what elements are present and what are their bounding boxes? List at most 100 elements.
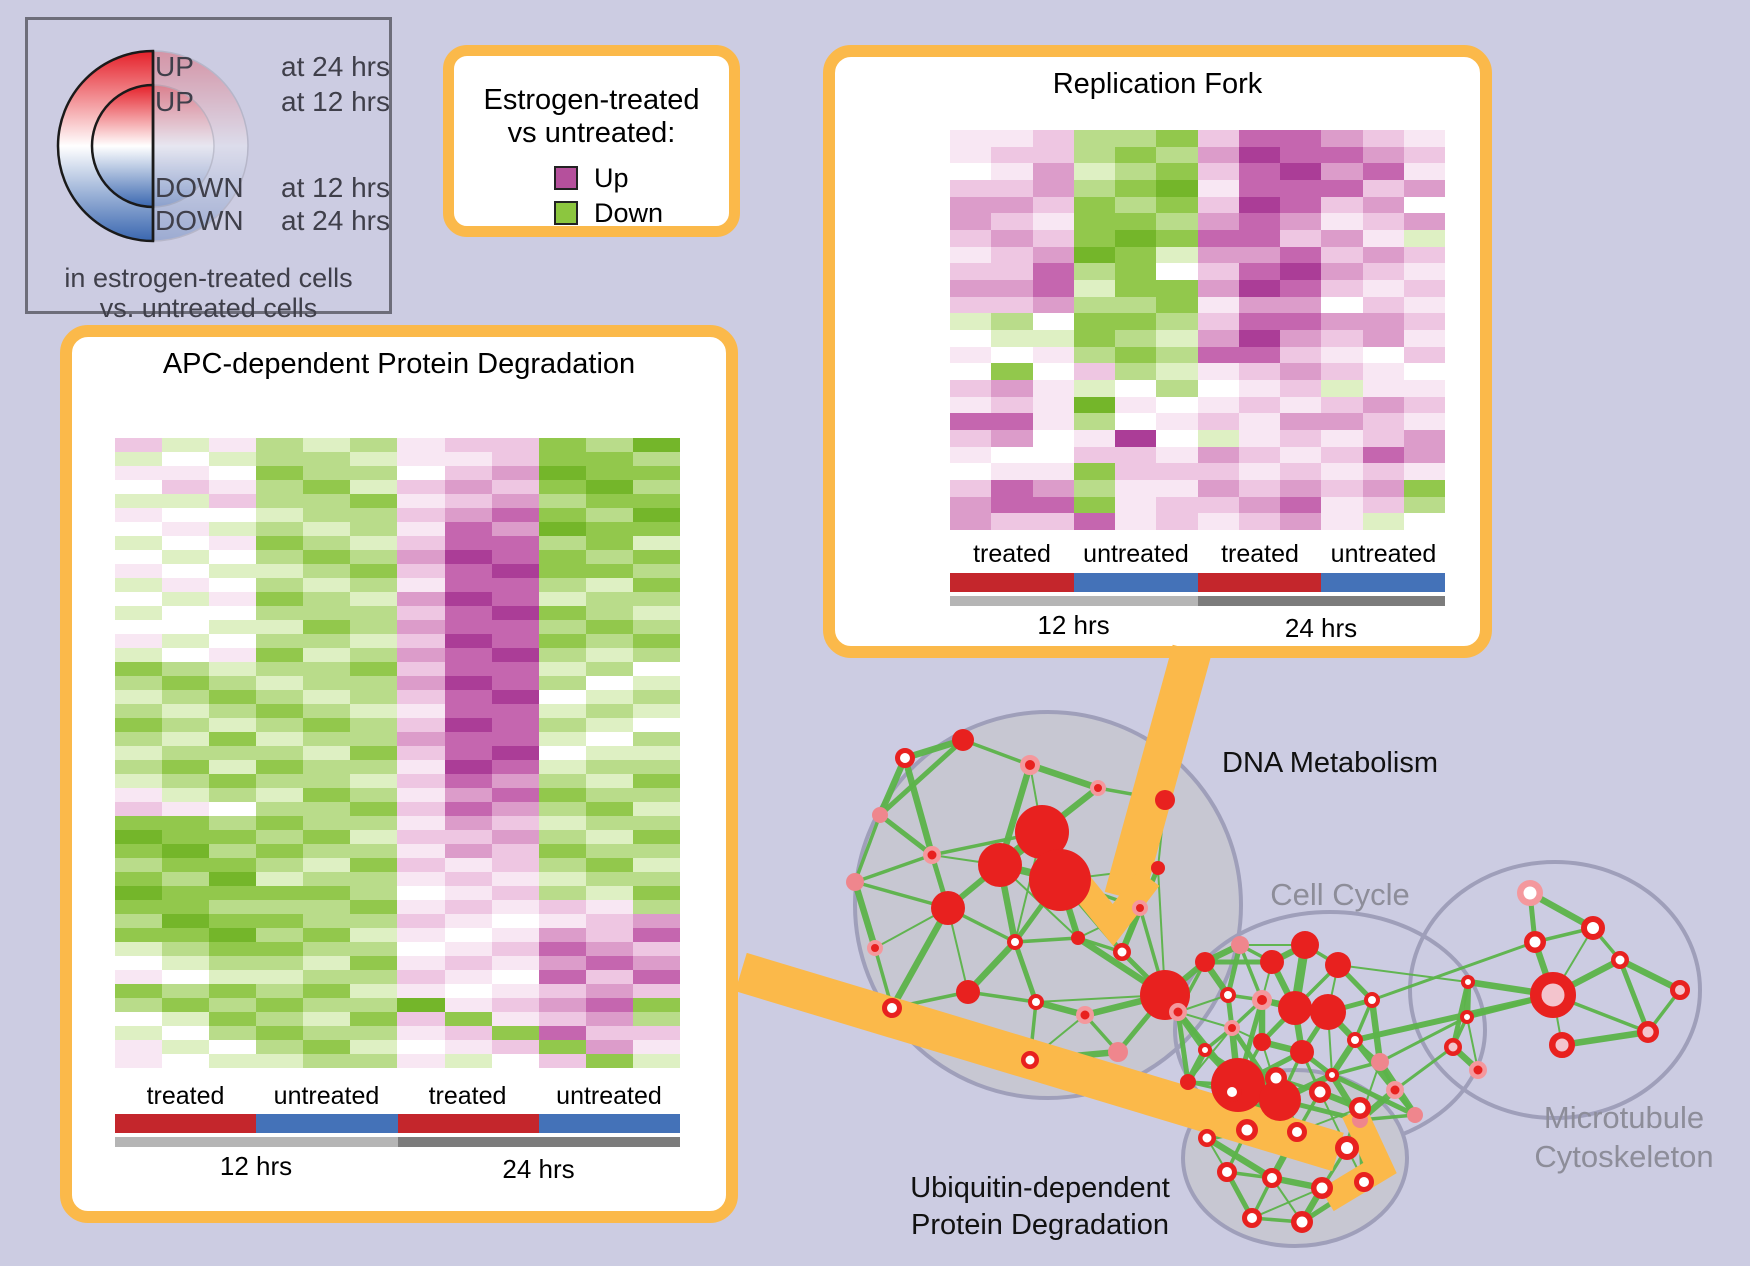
heatmap-cell xyxy=(1032,279,1074,297)
heatmap-cell xyxy=(1156,196,1198,214)
heatmap-cell xyxy=(491,578,539,592)
heatmap-cell xyxy=(1032,379,1074,397)
heatmap-cell xyxy=(1362,296,1404,314)
heatmap-cell xyxy=(115,1054,163,1068)
heatmap-cell xyxy=(1032,396,1074,414)
cluster-label-microtubule: Microtubule Cytoskeleton xyxy=(1489,1098,1750,1176)
heatmap-cell xyxy=(1280,379,1322,397)
heatmap-cell xyxy=(350,536,398,550)
heatmap-cell xyxy=(1156,130,1198,147)
heatmap-cell xyxy=(1032,346,1074,364)
heatmap-cell xyxy=(350,508,398,522)
heatmap-cell xyxy=(303,676,351,690)
heatmap-cell xyxy=(303,466,351,480)
heatmap-cell xyxy=(444,1040,492,1054)
heatmap-cell xyxy=(350,732,398,746)
heatmap-cell xyxy=(1321,463,1363,480)
heatmap-cell xyxy=(1321,396,1363,414)
heatmap-cell xyxy=(162,578,210,592)
heatmap-cell xyxy=(491,494,539,508)
heatmap-cell xyxy=(1321,179,1363,197)
heatmap-cell xyxy=(1115,346,1157,364)
heatmap-cell xyxy=(1156,429,1198,447)
time-colorbar xyxy=(950,596,1445,606)
heatmap-cell xyxy=(1073,229,1115,247)
heatmap-cell xyxy=(162,690,210,704)
heatmap-cell xyxy=(1280,363,1322,380)
gene-node xyxy=(1287,1122,1307,1142)
heatmap-cell xyxy=(162,1040,210,1054)
heatmap-cell xyxy=(491,1026,539,1040)
heatmap-cell xyxy=(115,886,163,900)
heatmap-cell xyxy=(632,634,680,648)
heatmap-cell xyxy=(397,970,445,984)
heatmap-cell xyxy=(585,998,633,1012)
heatmap-cell xyxy=(538,844,586,858)
heatmap-cell xyxy=(1321,313,1363,330)
heatmap-cell xyxy=(991,496,1033,514)
heatmap-cell xyxy=(397,536,445,550)
heatmap-cell xyxy=(632,648,680,662)
heatmap-cell xyxy=(209,676,257,690)
heatmap-cell xyxy=(950,379,992,397)
heatmap-cell xyxy=(1197,146,1239,164)
heatmap-cell xyxy=(632,718,680,732)
heatmap-cell xyxy=(991,179,1033,197)
heatmap-cell xyxy=(397,998,445,1012)
heatmap-cell xyxy=(1156,229,1198,247)
heatmap-cell xyxy=(115,970,163,984)
heatmap-cell xyxy=(632,606,680,620)
heatmap-cell xyxy=(1073,413,1115,430)
heatmap-cell xyxy=(350,648,398,662)
heatmap-cell xyxy=(491,690,539,704)
heatmap-cell xyxy=(397,690,445,704)
gene-node xyxy=(1460,1010,1474,1024)
heatmap-cell xyxy=(1362,313,1404,330)
heatmap-cell xyxy=(303,928,351,942)
heatmap-cell xyxy=(632,858,680,872)
heatmap-cell xyxy=(397,830,445,844)
heatmap-cell xyxy=(632,886,680,900)
heatmap-cell xyxy=(1156,496,1198,514)
heatmap-cell xyxy=(991,213,1033,230)
updown-time: at 12 hrs xyxy=(281,172,390,203)
heatmap-cell xyxy=(1280,313,1322,330)
heatmap-cell xyxy=(1156,279,1198,297)
heatmap-cell xyxy=(397,718,445,732)
heatmap-cell xyxy=(1403,379,1445,397)
heatmap-cell xyxy=(1115,496,1157,514)
heatmap-cell xyxy=(209,494,257,508)
heatmap-cell xyxy=(115,494,163,508)
heatmap-cell xyxy=(115,1026,163,1040)
heatmap-cell xyxy=(1362,179,1404,197)
heatmap-cell xyxy=(444,634,492,648)
heatmap-cell xyxy=(303,606,351,620)
heatmap-cell xyxy=(1403,396,1445,414)
updown-row: DOWN at 12 hrs xyxy=(155,173,390,203)
heatmap-cell xyxy=(397,886,445,900)
heatmap-cell xyxy=(397,942,445,956)
heatmap-cell xyxy=(1403,196,1445,214)
gene-node xyxy=(1349,1097,1371,1119)
heatmap-cell xyxy=(585,872,633,886)
heatmap-cell xyxy=(1362,479,1404,497)
group-label: untreated xyxy=(273,1082,380,1110)
heatmap-cell xyxy=(256,746,304,760)
heatmap-cell xyxy=(585,746,633,760)
heatmap-cell xyxy=(538,592,586,606)
heatmap-cell xyxy=(1197,196,1239,214)
heatmap-cell xyxy=(444,522,492,536)
heatmap-cell xyxy=(115,816,163,830)
heatmap-cell xyxy=(491,606,539,620)
heatmap-cell xyxy=(1238,130,1280,147)
heatmap-cell xyxy=(350,774,398,788)
heatmap-cell xyxy=(991,346,1033,364)
heatmap-cell xyxy=(1197,263,1239,280)
heatmap-cell xyxy=(950,279,992,297)
heatmap-cell xyxy=(162,858,210,872)
heatmap-cell xyxy=(632,1026,680,1040)
heatmap-cell xyxy=(1280,213,1322,230)
heatmap-cell xyxy=(991,479,1033,497)
updown-time: at 24 hrs xyxy=(281,51,390,82)
heatmap-cell xyxy=(303,704,351,718)
